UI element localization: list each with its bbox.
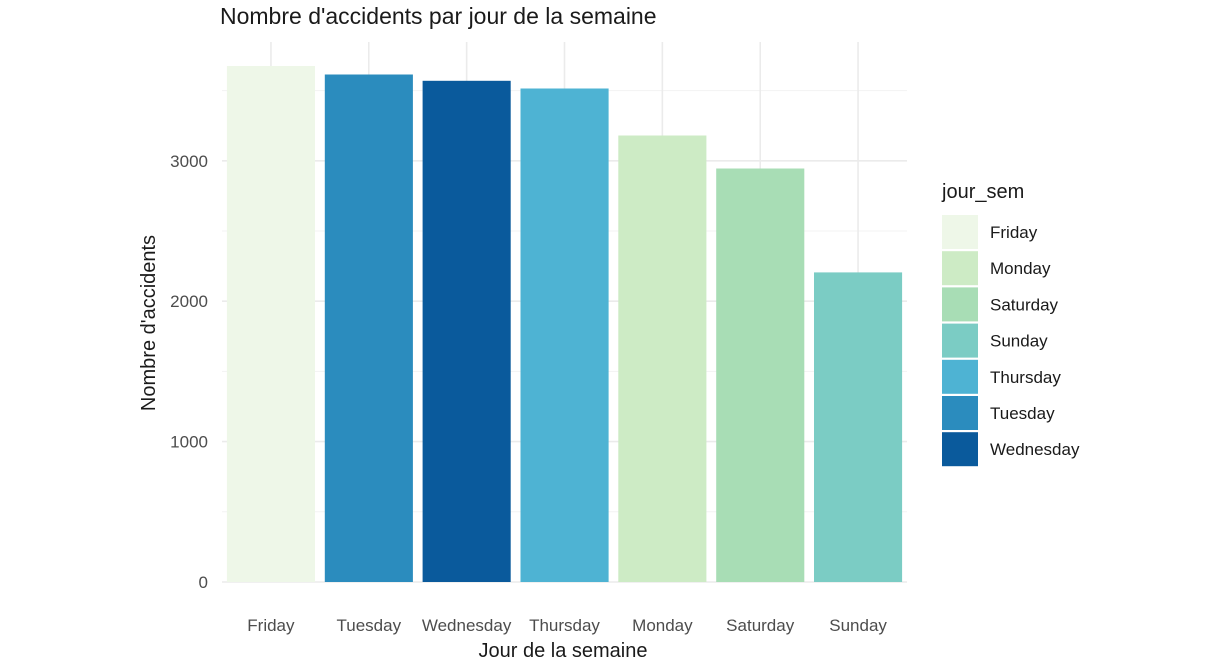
bar-monday xyxy=(618,135,707,582)
legend-key-tuesday xyxy=(942,396,978,430)
y-tick-label: 3000 xyxy=(170,152,208,171)
y-tick-label: 2000 xyxy=(170,292,208,311)
bar-tuesday xyxy=(324,74,413,582)
legend-label: Sunday xyxy=(990,332,1048,351)
x-tick-label: Tuesday xyxy=(337,616,402,635)
x-tick-label: Sunday xyxy=(829,616,887,635)
legend-label: Friday xyxy=(990,223,1038,242)
x-tick-label: Saturday xyxy=(726,616,795,635)
bars xyxy=(226,66,903,583)
legend-key-thursday xyxy=(942,359,978,394)
legend-label: Wednesday xyxy=(990,440,1080,459)
legend-label: Tuesday xyxy=(990,404,1055,423)
legend-key-wednesday xyxy=(942,432,978,467)
bar-wednesday xyxy=(422,80,511,583)
bar-sunday xyxy=(814,272,903,582)
legend-key-monday xyxy=(942,251,978,286)
x-axis-title: Jour de la semaine xyxy=(479,640,648,662)
legend-key-saturday xyxy=(942,287,978,322)
x-tick-label: Thursday xyxy=(529,616,600,635)
legend-title: jour_sem xyxy=(941,181,1024,203)
y-tick-label: 1000 xyxy=(170,433,208,452)
legend: jour_sem Friday Monday Saturday Sunday Thurs… xyxy=(941,181,1080,467)
y-tick-label: 0 xyxy=(199,573,208,592)
x-tick-label: Monday xyxy=(632,616,693,635)
y-axis-title: Nombre d'accidents xyxy=(138,235,160,411)
bar-saturday xyxy=(716,168,805,582)
x-axis-ticks: Friday Tuesday Wednesday Thursday Monday Satu… xyxy=(247,616,887,635)
legend-key-friday xyxy=(942,215,978,249)
bar-thursday xyxy=(520,88,609,582)
legend-label: Monday xyxy=(990,259,1051,278)
chart-title: Nombre d'accidents par jour de la semain… xyxy=(220,3,657,29)
x-tick-label: Friday xyxy=(247,616,295,635)
legend-label: Thursday xyxy=(990,368,1061,387)
legend-key-sunday xyxy=(942,323,978,358)
legend-label: Saturday xyxy=(990,295,1059,314)
x-tick-label: Wednesday xyxy=(422,616,512,635)
y-axis-ticks: 0 1000 2000 3000 xyxy=(170,152,208,592)
bar-friday xyxy=(226,66,315,582)
